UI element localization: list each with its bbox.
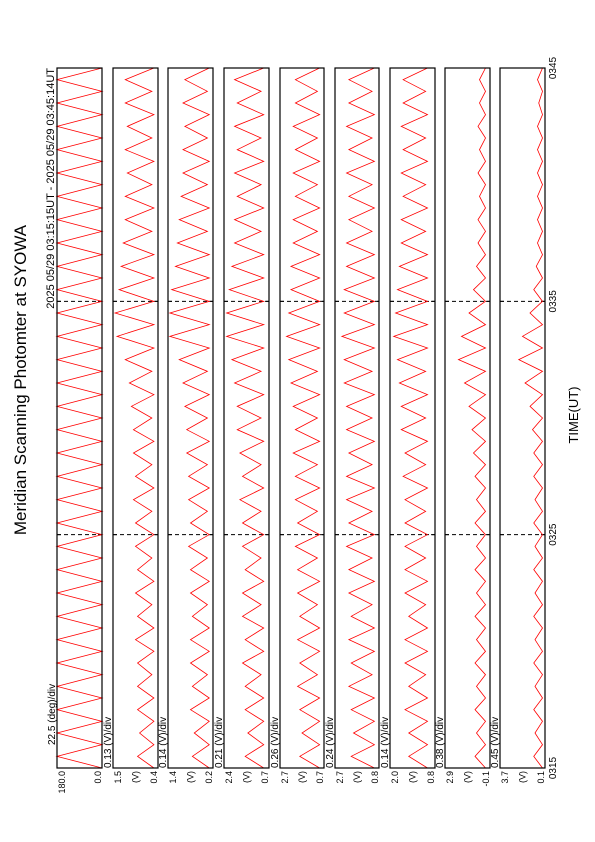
data-line xyxy=(517,67,544,769)
scale-label: 0.45 (V)/div xyxy=(490,717,501,768)
x-tick-label: 0345 xyxy=(548,56,559,79)
panel-frame xyxy=(112,67,159,769)
chart-title: Meridian Scanning Photomter at SYOWA xyxy=(11,224,30,535)
y-unit-label: (V) xyxy=(131,771,141,783)
y-unit-label: (V) xyxy=(408,771,418,783)
x-tick-label: 0335 xyxy=(548,290,559,313)
panel-frame xyxy=(389,67,436,769)
panel-frame xyxy=(279,67,325,769)
data-line xyxy=(285,67,321,769)
y-tick-label: 2.7 xyxy=(335,771,345,784)
y-unit-label: (V) xyxy=(463,771,473,783)
y-tick-label: 0.0 xyxy=(93,771,103,784)
panel-frame xyxy=(223,67,270,769)
panel-frame xyxy=(56,67,103,769)
data-line xyxy=(457,67,487,769)
y-tick-label: 2.9 xyxy=(445,771,455,784)
y-tick-label: 0.4 xyxy=(149,771,159,784)
y-tick-label: 2.0 xyxy=(390,771,400,784)
data-line xyxy=(392,67,429,769)
y-tick-label: 0.1 xyxy=(536,771,546,784)
x-axis-label: TIME(UT) xyxy=(566,386,581,443)
y-tick-label: 2.4 xyxy=(224,771,234,784)
y-unit-label: (V) xyxy=(242,771,252,783)
scale-label: 0.13 (V)/div xyxy=(103,717,114,768)
y-tick-label: 1.5 xyxy=(113,771,123,784)
data-line xyxy=(113,67,156,769)
panel-frame xyxy=(499,67,546,769)
y-tick-label: 0.8 xyxy=(426,771,436,784)
landscape-plot: Meridian Scanning Photomter at SYOWA 202… xyxy=(11,56,581,793)
x-tick-label: 0325 xyxy=(548,523,559,546)
y-unit-label: (V) xyxy=(186,771,196,783)
scale-label: 22.5 (deg)/div xyxy=(47,684,58,745)
y-tick-label: 0.7 xyxy=(315,771,325,784)
y-tick-label: 180.0 xyxy=(57,771,67,794)
y-unit-label: (V) xyxy=(297,771,307,783)
data-line xyxy=(340,67,376,769)
y-tick-label: 1.4 xyxy=(168,771,178,784)
y-tick-label: 3.7 xyxy=(500,771,510,784)
scale-label: 0.38 (V)/div xyxy=(435,717,446,768)
panel-frame xyxy=(334,67,380,769)
y-tick-label: -0.1 xyxy=(481,771,491,787)
y-tick-label: 0.8 xyxy=(370,771,380,784)
y-unit-label: (V) xyxy=(352,771,362,783)
panel-frame xyxy=(167,67,214,769)
data-line xyxy=(168,67,211,769)
y-tick-label: 0.7 xyxy=(260,771,270,784)
scale-label: 0.26 (V)/div xyxy=(270,717,281,768)
y-tick-label: 2.7 xyxy=(280,771,290,784)
data-line xyxy=(225,67,266,769)
data-line xyxy=(55,67,104,769)
x-tick-label: 0315 xyxy=(548,756,559,779)
panel-frame xyxy=(444,67,491,769)
chart-subtitle: 2025 05/29 03:15:15UT - 2025 05/29 03:45… xyxy=(45,68,57,309)
scale-label: 0.24 (V)/div xyxy=(325,717,336,768)
y-unit-label: (V) xyxy=(518,771,528,783)
y-tick-label: 0.2 xyxy=(204,771,214,784)
scale-label: 0.21 (V)/div xyxy=(214,717,225,768)
scale-label: 0.14 (V)/div xyxy=(158,717,169,768)
scale-label: 0.14 (V)/div xyxy=(380,717,391,768)
